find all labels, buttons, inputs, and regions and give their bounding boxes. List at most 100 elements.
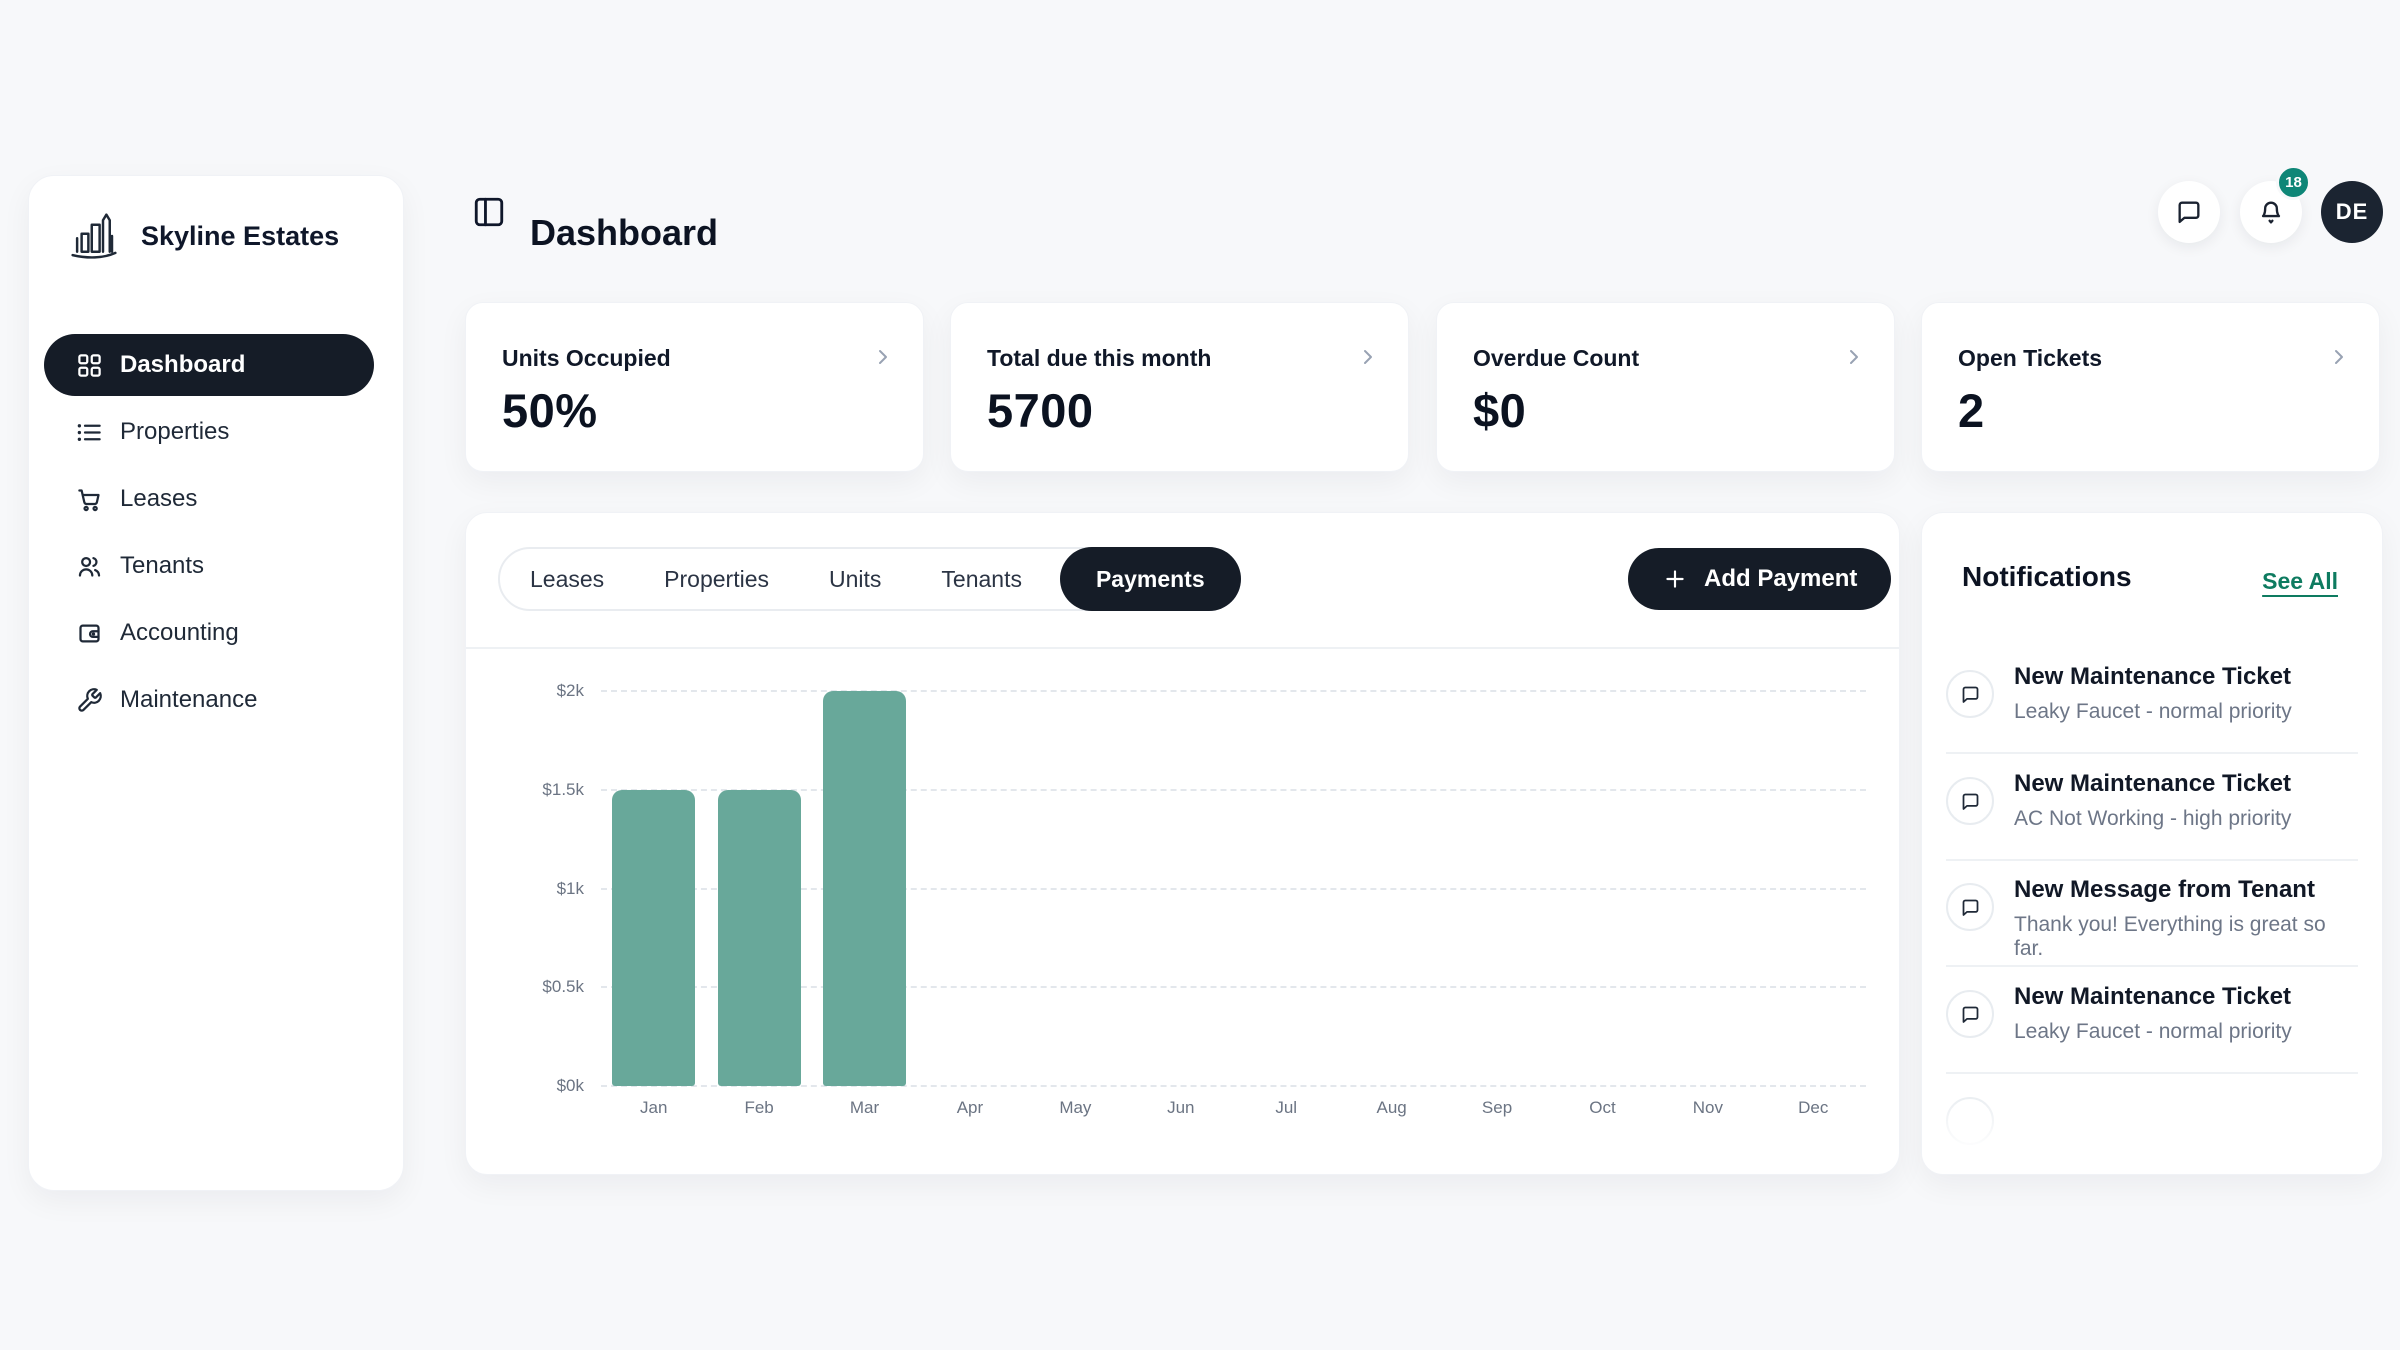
x-axis-tick: Aug (1376, 1098, 1407, 1117)
notification-texts: New Message from Tenant Thank you! Every… (2014, 876, 2358, 961)
cart-icon (78, 488, 100, 511)
notification-count-badge: 18 (2276, 165, 2311, 200)
card-divider (466, 647, 1899, 649)
chevron-right-icon (1850, 350, 1858, 364)
y-axis-tick: $2k (556, 681, 584, 700)
x-axis-tick: Apr (956, 1098, 984, 1117)
y-axis-tick: $0.5k (542, 977, 584, 997)
gridline (601, 1085, 1866, 1087)
divider (1946, 965, 2358, 967)
stat-label: Open Tickets (1958, 345, 2103, 371)
notification-item-partial (1946, 1081, 2358, 1165)
sidebar-item-tenants[interactable]: Tenants (44, 535, 374, 597)
bell-icon (2261, 201, 2281, 224)
x-axis-tick: Sep (1481, 1098, 1513, 1117)
bar-jan (612, 789, 696, 1086)
notification-subtitle: Leaky Faucet - normal priority (2014, 700, 2292, 723)
sidebar-toggle-button[interactable] (472, 195, 506, 229)
sidebar-item-dashboard[interactable]: Dashboard (44, 334, 374, 396)
notification-item[interactable]: New Message from Tenant Thank you! Every… (1946, 867, 2358, 960)
chevron-right-icon (879, 350, 887, 364)
sidebar-item-label: Accounting (120, 619, 239, 646)
notifications-panel: Notifications See All New Maintenance Ti… (1921, 512, 2383, 1175)
list-icon (77, 423, 101, 441)
notification-title: New Maintenance Ticket (2014, 770, 2291, 797)
notification-subtitle: Leaky Faucet - normal priority (2014, 1020, 2292, 1043)
brand: Skyline Estates (67, 204, 339, 268)
stat-card-open-tickets[interactable]: Open Tickets 2 (1921, 302, 2380, 472)
bar-mar (823, 691, 907, 1086)
stat-value: $0 (1473, 384, 1527, 437)
chat-bubble-icon (1946, 883, 1994, 931)
notification-texts: New Maintenance Ticket Leaky Faucet - no… (2014, 983, 2292, 1044)
page-title: Dashboard (530, 212, 719, 254)
tab-tenants[interactable]: Tenants (941, 566, 1022, 592)
x-axis-tick: Mar (849, 1098, 880, 1117)
sidebar-item-properties[interactable]: Properties (44, 401, 374, 463)
chat-bubble-icon (1946, 670, 1994, 718)
payments-bar-chart: $0k $0.5k $1k $1.5k $2k Jan Feb Mar Apr May Jun Jul… (542, 681, 1866, 1117)
divider (1946, 1072, 2358, 1074)
see-all-link[interactable]: See All (2256, 567, 2344, 596)
sidebar: Skyline Estates Dashboard Properties (28, 175, 404, 1191)
tab-units[interactable]: Units (829, 566, 882, 592)
x-axis-tick: May (1059, 1098, 1092, 1117)
divider (1946, 859, 2358, 861)
sidebar-item-leases[interactable]: Leases (44, 468, 374, 530)
x-axis-tick: Jan (639, 1098, 668, 1117)
notifications-title: Notifications (1962, 561, 2132, 592)
wallet-icon (79, 624, 100, 642)
y-axis-tick: $1k (556, 878, 584, 898)
stat-label: Total due this month (987, 345, 1212, 371)
plus-icon (1666, 570, 1684, 588)
notification-item[interactable]: New Maintenance Ticket Leaky Faucet - no… (1946, 974, 2358, 1058)
chevron-right-icon (1364, 350, 1372, 364)
wrench-icon (78, 687, 102, 712)
stat-value: 50% (502, 384, 598, 437)
stat-card-overdue-count[interactable]: Overdue Count $0 (1436, 302, 1895, 472)
notification-subtitle: AC Not Working - high priority (2014, 807, 2292, 830)
x-axis-tick: Oct (1589, 1098, 1616, 1117)
gridline (601, 986, 1866, 989)
skyline-logo-icon (71, 213, 117, 259)
x-axis-tick: Nov (1692, 1098, 1723, 1117)
chat-button[interactable] (2158, 181, 2220, 243)
sidebar-item-label: Properties (120, 418, 230, 445)
tab-payments[interactable]: Payments (1059, 547, 1241, 611)
chat-bubble-icon (1946, 777, 1994, 825)
notification-title: New Message from Tenant (2014, 876, 2315, 903)
x-axis-tick: Jul (1275, 1098, 1298, 1117)
payments-card: Leases Properties Units Tenants Payments… (465, 512, 1900, 1175)
stat-label: Units Occupied (502, 345, 671, 371)
chat-bubble-icon (2178, 201, 2200, 224)
add-payment-label: Add Payment (1704, 565, 1858, 592)
chat-bubble-icon (1946, 1097, 1994, 1145)
notification-item[interactable]: New Maintenance Ticket AC Not Working - … (1946, 761, 2358, 845)
notification-item[interactable]: New Maintenance Ticket Leaky Faucet - no… (1946, 654, 2358, 738)
sidebar-item-label: Tenants (120, 552, 205, 579)
bar-feb (717, 789, 801, 1086)
stat-value: 5700 (987, 384, 1094, 437)
sidebar-item-maintenance[interactable]: Maintenance (44, 669, 374, 731)
gridline (601, 690, 1866, 692)
notification-title: New Maintenance Ticket (2014, 663, 2291, 690)
tab-leases[interactable]: Leases (530, 566, 605, 592)
sidebar-item-label: Maintenance (120, 686, 258, 713)
stat-label: Overdue Count (1473, 345, 1640, 371)
x-axis-tick: Feb (744, 1098, 774, 1117)
chevron-right-icon (2335, 350, 2343, 364)
tab-properties[interactable]: Properties (664, 566, 769, 592)
avatar[interactable]: DE (2321, 181, 2383, 243)
sidebar-item-accounting[interactable]: Accounting (44, 602, 374, 664)
stat-card-units-occupied[interactable]: Units Occupied 50% (465, 302, 924, 472)
tab-bar: Leases Properties Units Tenants Payments (498, 547, 1241, 611)
y-axis-tick: $1.5k (542, 779, 584, 799)
add-payment-button[interactable]: Add Payment (1628, 548, 1892, 610)
stat-card-total-due[interactable]: Total due this month 5700 (950, 302, 1409, 472)
users-icon (78, 556, 101, 577)
chat-bubble-icon (1946, 990, 1994, 1038)
notification-texts: New Maintenance Ticket Leaky Faucet - no… (2014, 663, 2292, 724)
gridline (601, 887, 1866, 890)
x-axis-tick: Dec (1798, 1098, 1829, 1117)
